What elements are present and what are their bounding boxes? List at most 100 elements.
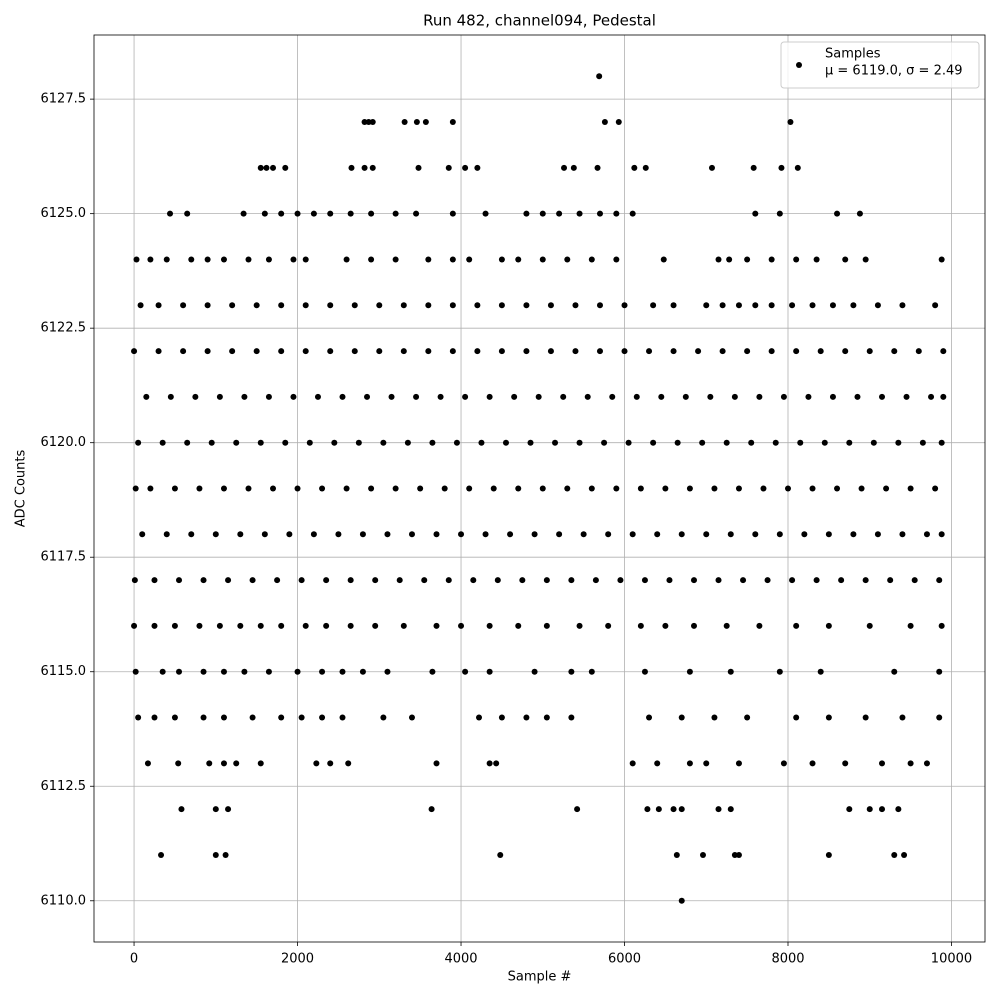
point <box>644 806 651 813</box>
point <box>466 256 473 263</box>
point <box>576 439 583 446</box>
point <box>449 210 456 217</box>
point <box>290 256 297 263</box>
point <box>756 393 763 400</box>
point <box>302 302 309 309</box>
point <box>413 393 420 400</box>
y-axis-label: ADC Counts <box>14 450 29 528</box>
point <box>809 302 816 309</box>
point <box>842 348 849 355</box>
point <box>580 531 587 538</box>
point <box>498 348 505 355</box>
point <box>866 348 873 355</box>
point <box>911 577 918 584</box>
point <box>486 622 493 629</box>
y-tick-label: 6127.5 <box>41 92 87 107</box>
point <box>655 806 662 813</box>
point <box>265 256 272 263</box>
point <box>858 485 865 492</box>
y-tick-label: 6110.0 <box>41 893 87 908</box>
point <box>735 485 742 492</box>
point <box>474 302 481 309</box>
point <box>568 714 575 721</box>
point <box>543 577 550 584</box>
point <box>780 393 787 400</box>
point <box>556 531 563 538</box>
point <box>523 348 530 355</box>
point <box>188 256 195 263</box>
point <box>825 714 832 721</box>
point <box>408 714 415 721</box>
point <box>552 439 559 446</box>
point <box>155 348 162 355</box>
point <box>752 531 759 538</box>
point <box>347 622 354 629</box>
point <box>682 393 689 400</box>
point <box>646 714 653 721</box>
point <box>572 348 579 355</box>
point <box>703 760 710 767</box>
point <box>249 577 256 584</box>
point <box>895 439 902 446</box>
point <box>428 806 435 813</box>
point <box>846 439 853 446</box>
point <box>384 531 391 538</box>
point <box>278 714 285 721</box>
point <box>511 393 518 400</box>
point <box>825 622 832 629</box>
point <box>229 302 236 309</box>
point <box>633 393 640 400</box>
point <box>180 348 187 355</box>
point <box>613 256 620 263</box>
point <box>313 760 320 767</box>
point <box>413 210 420 217</box>
point <box>670 806 677 813</box>
point <box>132 485 139 492</box>
point <box>343 256 350 263</box>
point <box>384 668 391 675</box>
point <box>347 577 354 584</box>
point <box>470 577 477 584</box>
point <box>601 119 608 126</box>
point <box>278 210 285 217</box>
point <box>216 393 223 400</box>
point <box>131 622 138 629</box>
point <box>151 622 158 629</box>
point <box>601 439 608 446</box>
point <box>339 668 346 675</box>
point <box>372 577 379 584</box>
point <box>368 210 375 217</box>
point <box>408 531 415 538</box>
point <box>821 439 828 446</box>
y-tick-label: 6117.5 <box>41 550 87 565</box>
point <box>196 622 203 629</box>
point <box>842 256 849 263</box>
y-tick-label: 6125.0 <box>41 206 87 221</box>
point <box>147 485 154 492</box>
x-tick-label: 0 <box>130 952 138 967</box>
point <box>936 714 943 721</box>
point <box>222 851 229 858</box>
point <box>445 164 452 171</box>
point <box>829 393 836 400</box>
point <box>907 622 914 629</box>
point <box>257 164 264 171</box>
point <box>531 531 538 538</box>
point <box>613 210 620 217</box>
point <box>249 714 256 721</box>
point <box>192 393 199 400</box>
point <box>441 485 448 492</box>
point <box>561 164 568 171</box>
point <box>257 760 264 767</box>
point <box>327 210 334 217</box>
point <box>310 210 317 217</box>
point <box>212 531 219 538</box>
point <box>936 577 943 584</box>
point <box>220 760 227 767</box>
point <box>646 348 653 355</box>
point <box>376 302 383 309</box>
point <box>345 760 352 767</box>
point <box>596 302 603 309</box>
point <box>588 485 595 492</box>
